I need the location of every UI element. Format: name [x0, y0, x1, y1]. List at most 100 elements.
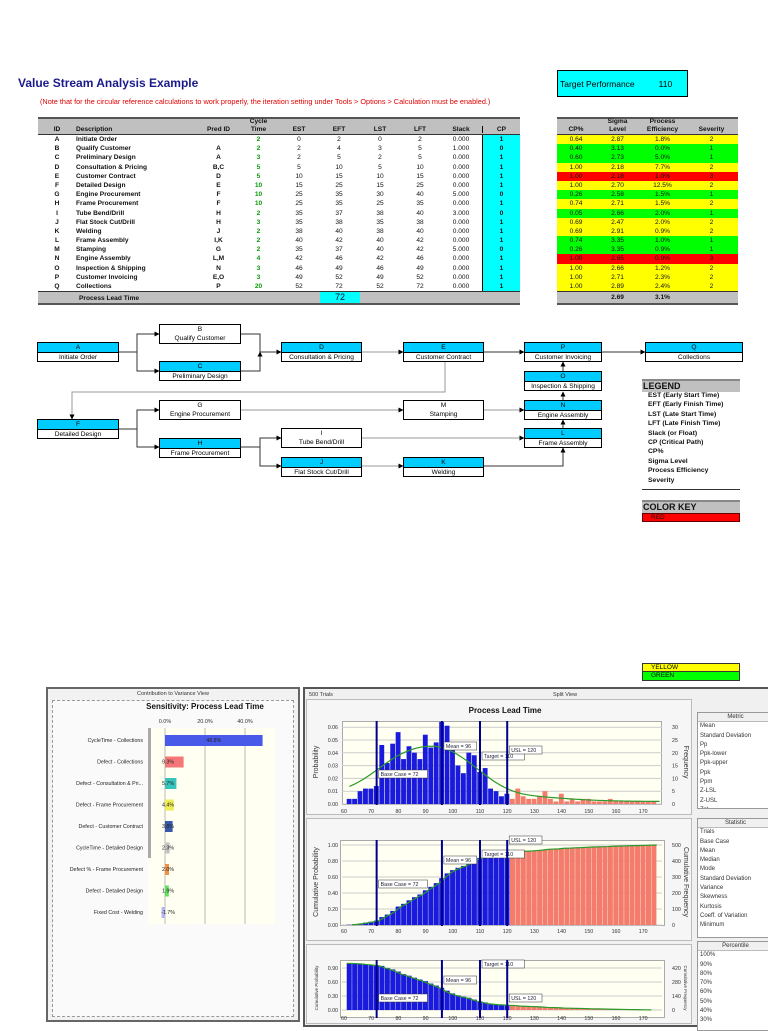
cell-severity[interactable]: 2 — [685, 163, 738, 172]
cell-lft[interactable]: 38 — [400, 218, 440, 227]
cell-id[interactable]: P — [38, 273, 76, 282]
cell-slack[interactable]: 1.000 — [440, 144, 482, 153]
cell-id[interactable]: G — [38, 190, 76, 199]
cell-severity[interactable]: 1 — [685, 190, 738, 199]
cell-pred-id[interactable]: D — [200, 172, 237, 181]
cell-cp-pct[interactable]: 0.64 — [557, 135, 595, 144]
cell-id[interactable]: A — [38, 135, 76, 144]
cell-cp-pct[interactable]: 0.05 — [557, 209, 595, 218]
cell-lft[interactable]: 10 — [400, 163, 440, 172]
cell-est[interactable]: 35 — [280, 218, 318, 227]
cell-cp[interactable]: 1 — [482, 163, 520, 172]
cell-cycle-time[interactable]: 10 — [237, 190, 280, 199]
cell-pred-id[interactable]: H — [200, 209, 237, 218]
cell-cp[interactable]: 0 — [482, 190, 520, 199]
cell-pred-id[interactable]: B,C — [200, 163, 237, 172]
cell-lft[interactable]: 42 — [400, 236, 440, 245]
cell-slack[interactable]: 5.000 — [440, 190, 482, 199]
cell-lft[interactable]: 49 — [400, 264, 440, 273]
cell-lst[interactable]: 30 — [360, 190, 400, 199]
cell-slack[interactable]: 0.000 — [440, 254, 482, 263]
cell-sigma-level[interactable]: 2.91 — [595, 227, 640, 236]
cell-severity[interactable]: 1 — [685, 153, 738, 162]
cell-sigma-level[interactable]: 2.18 — [595, 172, 640, 181]
cell-sigma-level[interactable]: 2.66 — [595, 264, 640, 273]
cell-eft[interactable]: 40 — [318, 227, 360, 236]
cell-sigma-level[interactable]: 2.65 — [595, 254, 640, 263]
cell-cp[interactable]: 1 — [482, 199, 520, 208]
cell-lst[interactable]: 10 — [360, 172, 400, 181]
cell-process-efficiency[interactable]: 0.9% — [640, 254, 685, 263]
cell-pred-id[interactable]: P — [200, 282, 237, 291]
cell-cp[interactable]: 1 — [482, 264, 520, 273]
cell-lst[interactable]: 40 — [360, 245, 400, 254]
sensitivity-scrollbar[interactable] — [148, 728, 151, 858]
cell-description[interactable]: Customer Invoicing — [76, 273, 200, 282]
cell-slack[interactable]: 0.000 — [440, 218, 482, 227]
cell-lst[interactable]: 40 — [360, 236, 400, 245]
cell-id[interactable]: N — [38, 254, 76, 263]
cell-description[interactable]: Detailed Design — [76, 181, 200, 190]
cell-id[interactable]: Q — [38, 282, 76, 291]
cell-lft[interactable]: 35 — [400, 199, 440, 208]
cell-lst[interactable]: 15 — [360, 181, 400, 190]
cell-process-efficiency[interactable]: 1.2% — [640, 264, 685, 273]
cell-cp-pct[interactable]: 1.00 — [557, 181, 595, 190]
cell-description[interactable]: Flat Stock Cut/Drill — [76, 218, 200, 227]
cell-description[interactable]: Welding — [76, 227, 200, 236]
cell-eft[interactable]: 35 — [318, 199, 360, 208]
cell-description[interactable]: Frame Assembly — [76, 236, 200, 245]
cell-severity[interactable]: 2 — [685, 227, 738, 236]
cell-cycle-time[interactable]: 5 — [237, 172, 280, 181]
cell-slack[interactable]: 5.000 — [440, 245, 482, 254]
cell-cycle-time[interactable]: 2 — [237, 135, 280, 144]
cell-process-efficiency[interactable]: 1.8% — [640, 135, 685, 144]
cell-lft[interactable]: 5 — [400, 144, 440, 153]
cell-id[interactable]: K — [38, 227, 76, 236]
cell-lst[interactable]: 38 — [360, 209, 400, 218]
cell-sigma-level[interactable]: 3.35 — [595, 245, 640, 254]
cell-process-efficiency[interactable]: 1.0% — [640, 236, 685, 245]
cell-lst[interactable]: 35 — [360, 218, 400, 227]
cell-sigma-level[interactable]: 2.73 — [595, 153, 640, 162]
cell-eft[interactable]: 37 — [318, 209, 360, 218]
cell-id[interactable]: I — [38, 209, 76, 218]
cell-eft[interactable]: 15 — [318, 172, 360, 181]
cell-cycle-time[interactable]: 2 — [237, 144, 280, 153]
cell-process-efficiency[interactable]: 0.9% — [640, 245, 685, 254]
cell-est[interactable]: 5 — [280, 163, 318, 172]
cell-cp[interactable]: 1 — [482, 181, 520, 190]
cell-sigma-level[interactable]: 2.71 — [595, 199, 640, 208]
cell-est[interactable]: 2 — [280, 144, 318, 153]
cell-cp-pct[interactable]: 0.74 — [557, 236, 595, 245]
cell-lft[interactable]: 2 — [400, 135, 440, 144]
cell-eft[interactable]: 10 — [318, 163, 360, 172]
cell-eft[interactable]: 72 — [318, 282, 360, 291]
cell-cp[interactable]: 0 — [482, 144, 520, 153]
cell-pred-id[interactable]: A — [200, 144, 237, 153]
cell-lst[interactable]: 38 — [360, 227, 400, 236]
cell-lst[interactable]: 3 — [360, 144, 400, 153]
cell-id[interactable]: F — [38, 181, 76, 190]
cell-sigma-level[interactable]: 2.18 — [595, 163, 640, 172]
cell-est[interactable]: 2 — [280, 153, 318, 162]
cell-description[interactable]: Collections — [76, 282, 200, 291]
cell-description[interactable]: Preliminary Design — [76, 153, 200, 162]
cell-severity[interactable]: 2 — [685, 181, 738, 190]
cell-lft[interactable]: 52 — [400, 273, 440, 282]
cell-lst[interactable]: 52 — [360, 282, 400, 291]
cell-id[interactable]: J — [38, 218, 76, 227]
cell-id[interactable]: M — [38, 245, 76, 254]
cell-description[interactable]: Frame Procurement — [76, 199, 200, 208]
cell-lst[interactable]: 49 — [360, 273, 400, 282]
cell-severity[interactable]: 2 — [685, 135, 738, 144]
cell-eft[interactable]: 46 — [318, 254, 360, 263]
cell-lft[interactable]: 46 — [400, 254, 440, 263]
cell-description[interactable]: Customer Contract — [76, 172, 200, 181]
cell-eft[interactable]: 2 — [318, 135, 360, 144]
